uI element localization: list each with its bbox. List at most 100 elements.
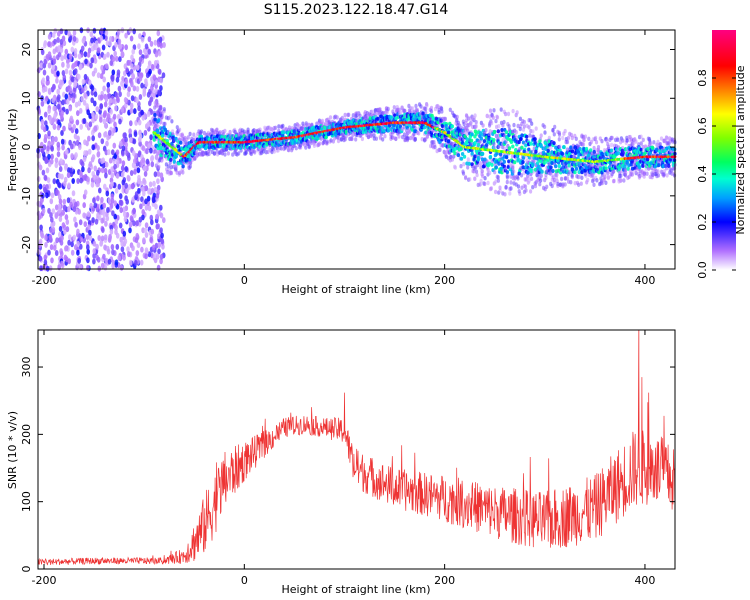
- heatmap-halo-cell: [504, 166, 508, 171]
- heatmap-body-cell: [153, 117, 157, 122]
- heatmap-noise-cell: [50, 222, 54, 229]
- heatmap-noise-cell: [96, 150, 101, 157]
- heatmap-noise-cell: [90, 97, 94, 104]
- heatmap-halo-cell: [274, 125, 278, 130]
- heatmap-noise-cell: [94, 113, 99, 120]
- heatmap-noise-cell: [81, 166, 85, 173]
- heatmap-noise-cell: [127, 183, 132, 190]
- heatmap-halo-cell: [429, 109, 434, 114]
- heatmap-noise-cell: [77, 53, 82, 60]
- heatmap-noise-cell: [155, 192, 160, 199]
- heatmap-noise-cell: [148, 68, 152, 75]
- heatmap-halo-cell: [156, 151, 160, 156]
- heatmap-noise-cell: [157, 50, 162, 57]
- heatmap-noise-cell: [143, 129, 148, 136]
- heatmap-body-cell: [460, 152, 465, 156]
- heatmap-noise-cell: [156, 170, 161, 177]
- heatmap-body-cell: [492, 138, 496, 142]
- heatmap-noise-cell: [130, 95, 135, 102]
- heatmap-noise-cell: [118, 222, 123, 229]
- heatmap-halo-cell: [469, 141, 473, 147]
- heatmap-noise-cell: [144, 253, 148, 260]
- heatmap-noise-cell: [90, 37, 94, 44]
- heatmap-noise-cell: [68, 53, 73, 60]
- heatmap-noise-cell: [139, 203, 143, 210]
- heatmap-noise-cell: [117, 38, 122, 45]
- heatmap-noise-cell: [86, 257, 90, 264]
- heatmap-noise-cell: [47, 51, 52, 58]
- heatmap-body-cell: [368, 116, 372, 121]
- heatmap-noise-cell: [106, 248, 111, 255]
- heatmap-halo-cell: [163, 121, 167, 127]
- heatmap-noise-cell: [131, 72, 135, 79]
- heatmap-noise-cell: [148, 181, 153, 188]
- heatmap-noise-cell: [110, 244, 115, 250]
- heatmap-noise-cell: [56, 103, 61, 110]
- heatmap-halo-cell: [512, 169, 516, 174]
- heatmap-noise-cell: [149, 237, 153, 243]
- heatmap-noise-cell: [51, 136, 55, 143]
- heatmap-noise-cell: [93, 100, 97, 107]
- heatmap-noise-cell: [63, 180, 67, 187]
- heatmap-halo-cell: [485, 113, 489, 119]
- heatmap-noise-cell: [132, 150, 136, 157]
- heatmap-noise-cell: [103, 183, 107, 190]
- heatmap-noise-cell: [76, 249, 80, 256]
- heatmap-halo-cell: [294, 146, 298, 151]
- heatmap-noise-cell: [38, 164, 43, 171]
- heatmap-noise-cell: [52, 178, 57, 185]
- heatmap-noise-cell: [113, 121, 117, 128]
- heatmap-halo-cell: [509, 186, 513, 191]
- heatmap-noise-cell: [76, 178, 80, 184]
- heatmap-noise-cell: [95, 243, 99, 250]
- heatmap-body-cell: [505, 170, 510, 175]
- heatmap-noise-cell: [73, 216, 77, 223]
- heatmap-halo-cell: [557, 132, 562, 137]
- heatmap-noise-cell: [118, 199, 123, 206]
- heatmap-noise-cell: [60, 260, 64, 267]
- heatmap-noise-cell: [92, 174, 97, 181]
- heatmap-noise-cell: [107, 197, 112, 204]
- heatmap-noise-cell: [101, 227, 105, 233]
- heatmap-noise-cell: [134, 259, 138, 266]
- heatmap-halo-cell: [351, 113, 355, 118]
- heatmap-halo-cell: [478, 182, 482, 187]
- heatmap-body-cell: [218, 144, 223, 149]
- heatmap-noise-cell: [114, 218, 119, 225]
- heatmap-noise-cell: [38, 240, 43, 247]
- heatmap-noise-cell: [134, 237, 139, 244]
- heatmap-halo-cell: [479, 178, 483, 184]
- heatmap-noise-cell: [67, 182, 71, 189]
- heatmap-noise-cell: [150, 78, 155, 85]
- heatmap-noise-cell: [101, 44, 106, 51]
- heatmap-body-cell: [470, 132, 474, 137]
- heatmap-noise-cell: [80, 161, 85, 168]
- heatmap-noise-cell: [101, 162, 106, 169]
- heatmap-halo-cell: [167, 164, 171, 169]
- heatmap-noise-cell: [96, 145, 100, 151]
- heatmap-noise-cell: [88, 235, 93, 242]
- heatmap-noise-cell: [77, 257, 81, 264]
- heatmap-halo-cell: [350, 136, 354, 142]
- heatmap-noise-cell: [129, 215, 134, 222]
- heatmap-noise-cell: [58, 198, 63, 205]
- heatmap-halo-cell: [455, 114, 459, 120]
- heatmap-halo-cell: [358, 113, 362, 119]
- heatmap-noise-cell: [112, 113, 117, 120]
- heatmap-halo-cell: [570, 173, 574, 178]
- heatmap-halo-cell: [160, 150, 164, 155]
- heatmap-halo-cell: [498, 185, 502, 190]
- heatmap-noise-cell: [79, 177, 83, 184]
- heatmap-noise-cell: [50, 257, 54, 264]
- heatmap-noise-cell: [61, 70, 66, 76]
- heatmap-noise-cell: [58, 166, 63, 172]
- heatmap-body-cell: [469, 138, 474, 143]
- heatmap-noise-cell: [162, 217, 166, 224]
- heatmap-noise-cell: [87, 79, 92, 86]
- heatmap-halo-cell: [417, 131, 421, 136]
- heatmap-noise-cell: [74, 68, 78, 75]
- heatmap-body-cell: [160, 133, 165, 138]
- heatmap-noise-cell: [136, 167, 141, 174]
- heatmap-halo-cell: [505, 179, 509, 185]
- heatmap-halo-cell: [534, 126, 538, 131]
